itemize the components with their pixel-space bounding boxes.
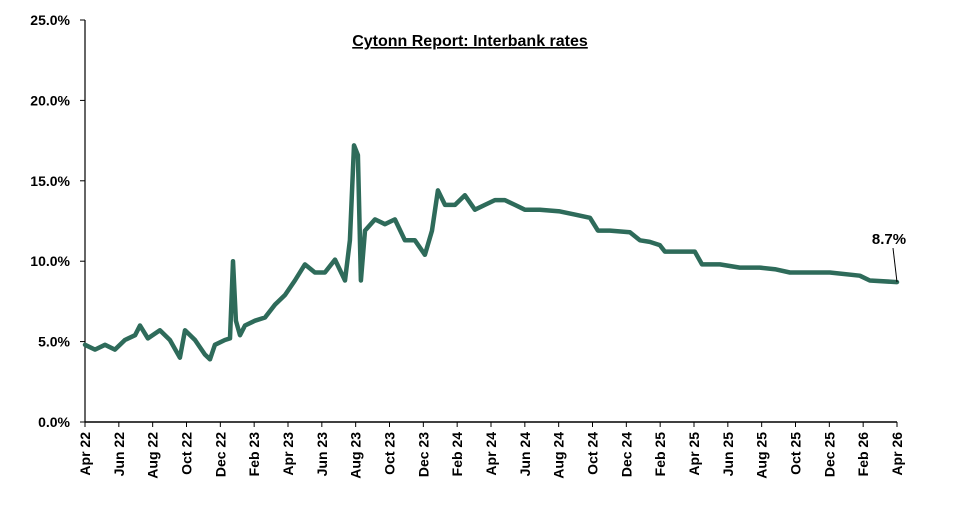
x-tick-label: Oct 22 — [179, 432, 195, 475]
x-tick-label: Aug 25 — [754, 432, 770, 479]
x-tick-label: Dec 22 — [212, 432, 228, 477]
x-tick-label: Oct 24 — [585, 432, 601, 475]
x-tick-label: Jun 24 — [517, 432, 533, 477]
x-tick-label: Jun 22 — [111, 432, 127, 477]
x-tick-label: Feb 24 — [449, 432, 465, 477]
x-tick-label: Oct 25 — [788, 432, 804, 475]
x-tick-label: Oct 23 — [382, 432, 398, 475]
x-tick-label: Apr 23 — [280, 432, 296, 476]
x-tick-label: Jun 25 — [720, 432, 736, 477]
y-tick-label: 10.0% — [30, 253, 70, 269]
chart-title: Cytonn Report: Interbank rates — [352, 33, 588, 50]
x-tick-label: Apr 26 — [889, 432, 905, 476]
x-tick-label: Jun 23 — [314, 432, 330, 477]
y-tick-label: 15.0% — [30, 173, 70, 189]
x-tick-label: Feb 23 — [246, 432, 262, 477]
x-tick-label: Apr 22 — [77, 432, 93, 476]
x-tick-label: Aug 23 — [348, 432, 364, 479]
x-tick-label: Apr 25 — [686, 432, 702, 476]
x-tick-label: Feb 26 — [855, 432, 871, 477]
y-tick-label: 20.0% — [30, 92, 70, 108]
x-tick-label: Dec 23 — [415, 432, 431, 477]
x-tick-label: Feb 25 — [652, 432, 668, 477]
x-tick-label: Aug 22 — [145, 432, 161, 479]
y-tick-label: 0.0% — [38, 414, 70, 430]
series-line-interbank-rate — [82, 143, 900, 362]
x-tick-label: Apr 24 — [483, 432, 499, 476]
x-tick-label: Dec 24 — [618, 432, 634, 477]
x-tick-label: Dec 25 — [821, 432, 837, 477]
x-tick-label: Aug 24 — [551, 432, 567, 479]
annotation-label: 8.7% — [872, 231, 906, 248]
y-tick-label: 25.0% — [30, 12, 70, 28]
y-tick-label: 5.0% — [38, 334, 70, 350]
annotation-leader — [892, 248, 898, 283]
